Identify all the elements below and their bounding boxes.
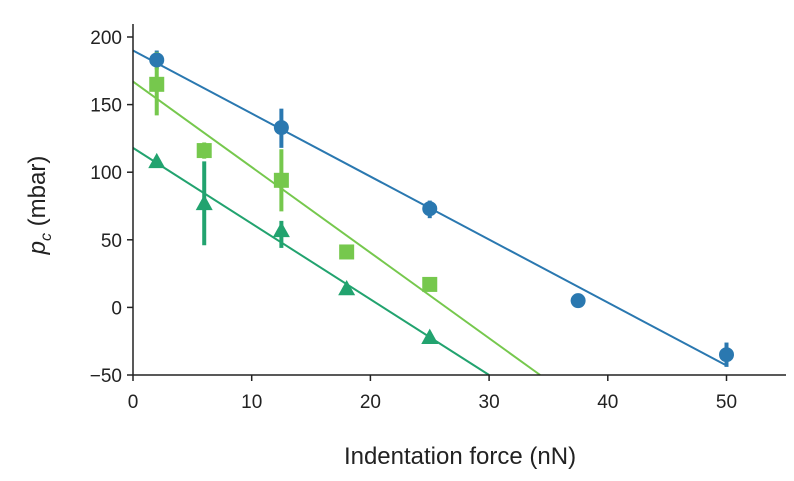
y-tick-label: 150 xyxy=(90,96,122,117)
x-tick-label: 30 xyxy=(479,392,500,413)
y-tick-label: −50 xyxy=(90,366,122,387)
data-point-triangle xyxy=(272,221,290,238)
y-tick-label: 0 xyxy=(111,298,122,319)
y-tick-label: 100 xyxy=(90,163,122,184)
data-point-triangle xyxy=(195,194,213,211)
fit-line-square xyxy=(132,80,541,376)
y-tick-label: 50 xyxy=(101,231,122,252)
data-point-square xyxy=(339,244,355,260)
axis-ticks: 0 10 20 30 40 50 −50 0 50 100 150 200 xyxy=(90,28,737,413)
y-axis-title-unit: (mbar) xyxy=(24,156,51,233)
data-point-circle xyxy=(719,347,734,363)
data-point-circle xyxy=(422,201,438,217)
data-point-square xyxy=(422,276,438,292)
data-point-circle xyxy=(570,293,586,309)
x-tick-label: 50 xyxy=(716,392,737,413)
y-tick-label: 200 xyxy=(90,28,122,49)
data-point-triangle xyxy=(148,152,166,169)
y-axis-title: pc (mbar) xyxy=(24,156,55,256)
data-point-square xyxy=(196,143,212,159)
data-point-square xyxy=(273,172,289,188)
data-point-circle xyxy=(149,52,165,68)
x-tick-label: 0 xyxy=(128,392,139,413)
data-points xyxy=(148,52,734,363)
x-tick-label: 10 xyxy=(241,392,262,413)
data-point-circle xyxy=(273,120,289,136)
y-axis-title-subscript: c xyxy=(38,233,55,241)
y-axis-title-symbol: p xyxy=(24,241,51,255)
data-point-triangle xyxy=(421,328,439,344)
x-axis-title: Indentation force (nN) xyxy=(344,443,576,470)
x-tick-label: 20 xyxy=(360,392,381,413)
data-point-triangle xyxy=(338,279,356,296)
axes xyxy=(132,24,786,376)
data-point-square xyxy=(149,76,165,92)
x-tick-label: 40 xyxy=(597,392,618,413)
